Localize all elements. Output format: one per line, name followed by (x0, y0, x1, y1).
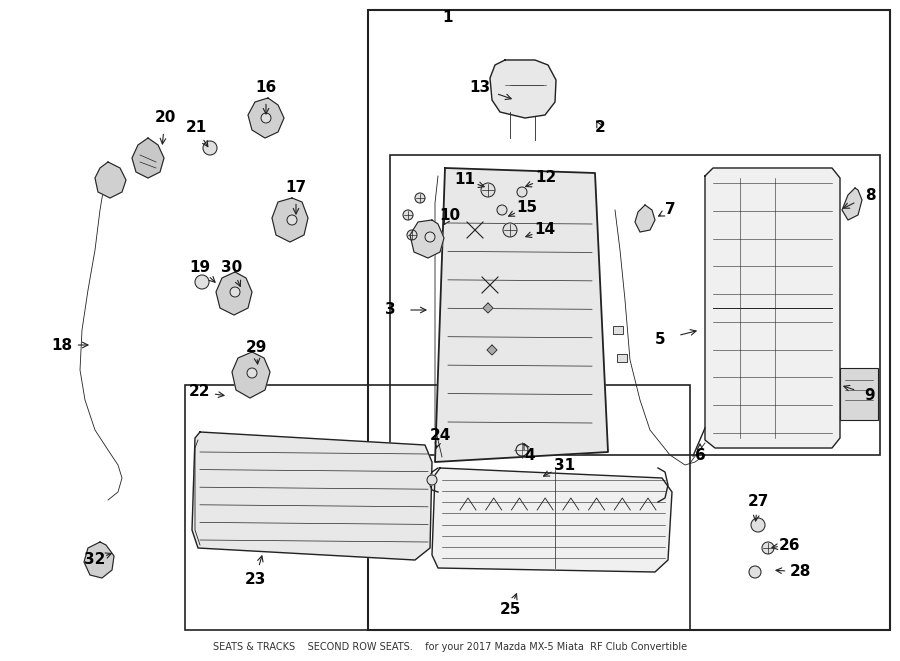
Circle shape (230, 287, 240, 297)
Polygon shape (192, 432, 432, 560)
Circle shape (415, 193, 425, 203)
Polygon shape (635, 205, 655, 232)
Text: 12: 12 (536, 171, 556, 186)
Circle shape (407, 230, 417, 240)
Text: 2: 2 (595, 120, 606, 136)
Bar (613, 326, 623, 334)
Text: 6: 6 (695, 447, 706, 463)
Text: 10: 10 (439, 208, 461, 223)
Circle shape (203, 141, 217, 155)
Text: 29: 29 (246, 340, 266, 356)
Polygon shape (705, 168, 840, 448)
Text: 5: 5 (654, 332, 665, 348)
Polygon shape (95, 162, 126, 198)
Bar (390, 155, 880, 455)
Text: 18: 18 (51, 338, 73, 352)
Circle shape (497, 205, 507, 215)
Bar (185, 385, 690, 630)
Circle shape (751, 518, 765, 532)
Polygon shape (487, 345, 497, 355)
Text: 30: 30 (221, 260, 243, 276)
Text: 31: 31 (554, 457, 576, 473)
Polygon shape (410, 220, 444, 258)
Polygon shape (132, 138, 164, 178)
Polygon shape (842, 188, 862, 220)
Polygon shape (84, 542, 114, 578)
Text: 24: 24 (429, 428, 451, 442)
Text: 13: 13 (470, 81, 490, 95)
Text: 16: 16 (256, 81, 276, 95)
Text: SEATS & TRACKS    SECOND ROW SEATS.    for your 2017 Mazda MX-5 Miata  RF Club C: SEATS & TRACKS SECOND ROW SEATS. for you… (213, 642, 687, 652)
Text: 4: 4 (525, 447, 535, 463)
Polygon shape (490, 60, 556, 118)
Text: 20: 20 (154, 110, 176, 126)
Text: 17: 17 (285, 180, 307, 196)
Text: 26: 26 (779, 537, 801, 553)
Text: 7: 7 (665, 202, 675, 217)
Text: 14: 14 (535, 223, 555, 237)
Text: 27: 27 (747, 494, 769, 510)
Circle shape (517, 187, 527, 197)
Text: 19: 19 (189, 260, 211, 276)
Polygon shape (483, 303, 493, 313)
Circle shape (403, 210, 413, 220)
Circle shape (287, 215, 297, 225)
Circle shape (425, 232, 435, 242)
Circle shape (503, 223, 517, 237)
Circle shape (261, 113, 271, 123)
Text: 21: 21 (185, 120, 207, 136)
Text: 23: 23 (244, 572, 266, 588)
Circle shape (481, 183, 495, 197)
Text: 25: 25 (500, 602, 521, 617)
Circle shape (195, 275, 209, 289)
Polygon shape (432, 468, 672, 572)
Bar (840, 368, 878, 420)
Polygon shape (216, 272, 252, 315)
Text: 9: 9 (865, 387, 876, 403)
Text: 32: 32 (85, 553, 105, 568)
Polygon shape (435, 168, 608, 462)
Text: 3: 3 (384, 303, 395, 317)
Polygon shape (248, 98, 284, 138)
Text: 11: 11 (454, 173, 475, 188)
Bar (368, 10, 890, 630)
Text: 8: 8 (865, 188, 876, 202)
Circle shape (762, 542, 774, 554)
Text: 1: 1 (443, 11, 454, 26)
Circle shape (749, 566, 761, 578)
Bar (617, 354, 627, 362)
Circle shape (247, 368, 257, 378)
Text: 15: 15 (517, 200, 537, 215)
Text: 22: 22 (189, 385, 211, 399)
Polygon shape (232, 352, 270, 398)
Circle shape (427, 475, 437, 485)
Text: 28: 28 (789, 564, 811, 580)
Polygon shape (272, 198, 308, 242)
